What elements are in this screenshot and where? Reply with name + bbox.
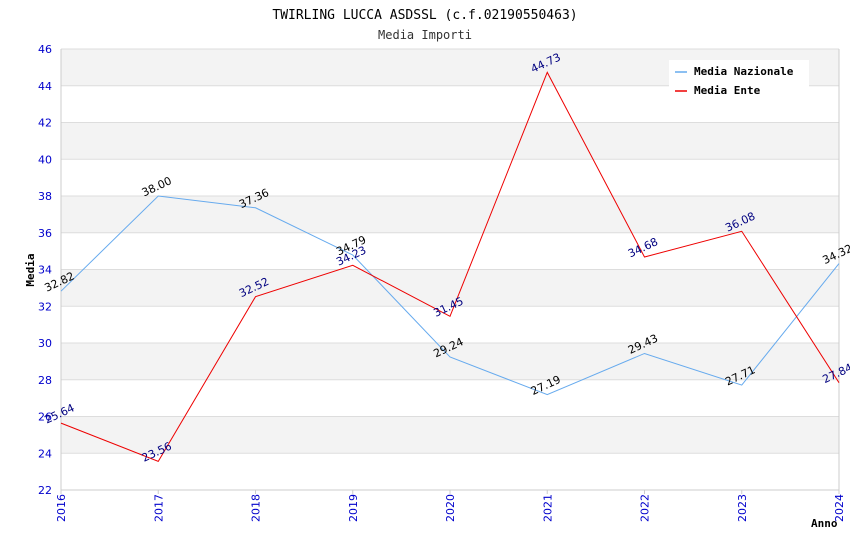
- y-tick-label: 30: [38, 337, 52, 350]
- grid-band: [61, 306, 839, 343]
- grid-band: [61, 196, 839, 233]
- legend-item-media-ente: Media Ente: [694, 84, 761, 97]
- x-tick-label: 2019: [347, 494, 360, 522]
- x-tick-label: 2018: [250, 494, 263, 522]
- y-tick-label: 32: [38, 300, 52, 313]
- x-tick-label: 2022: [639, 494, 652, 522]
- grid-band: [61, 416, 839, 454]
- legend-item-media-nazionale: Media Nazionale: [694, 65, 794, 78]
- series-line-media-ente: [60, 71, 840, 462]
- y-tick-label: 44: [38, 80, 52, 93]
- y-tick-label: 26: [38, 411, 52, 424]
- x-axis-label: Anno: [811, 517, 838, 530]
- plot-background-bands: [61, 49, 839, 490]
- grid-band: [61, 379, 839, 417]
- x-tick-label: 2023: [736, 494, 749, 522]
- grid-band: [61, 122, 839, 160]
- series-line-media-nazionale: [60, 195, 840, 396]
- grid-band: [61, 269, 839, 307]
- y-tick-label: 34: [38, 264, 52, 277]
- y-axis-label: Media: [24, 253, 37, 286]
- x-tick-label: 2016: [55, 494, 68, 522]
- y-axis-ticks: 22 24 26 28 30 32 34 36 38 40 42 44 46: [38, 43, 52, 497]
- y-tick-label: 22: [38, 484, 52, 497]
- legend-box: [669, 60, 809, 100]
- series-lines: [60, 71, 840, 462]
- y-tick-label: 38: [38, 190, 52, 203]
- y-tick-label: 36: [38, 227, 52, 240]
- x-tick-label: 2024: [833, 494, 846, 522]
- y-tick-label: 28: [38, 374, 52, 387]
- y-tick-label: 40: [38, 153, 52, 166]
- grid-band: [61, 343, 839, 380]
- legend: Media Nazionale Media Ente: [669, 60, 809, 100]
- chart-subtitle: Media Importi: [378, 28, 472, 42]
- grid-band: [61, 159, 839, 196]
- grid-band: [61, 232, 839, 270]
- x-tick-label: 2020: [444, 494, 457, 522]
- x-axis-ticks: 2016 2017 2018 2019 2020 2021 2022 2023 2024: [55, 490, 846, 522]
- grid-band: [61, 453, 839, 490]
- y-tick-label: 46: [38, 43, 52, 56]
- x-tick-label: 2017: [152, 494, 165, 522]
- y-tick-label: 42: [38, 117, 52, 130]
- y-tick-label: 24: [38, 447, 52, 460]
- chart-title: TWIRLING LUCCA ASDSSL (c.f.02190550463): [272, 8, 577, 23]
- x-tick-label: 2021: [541, 494, 554, 522]
